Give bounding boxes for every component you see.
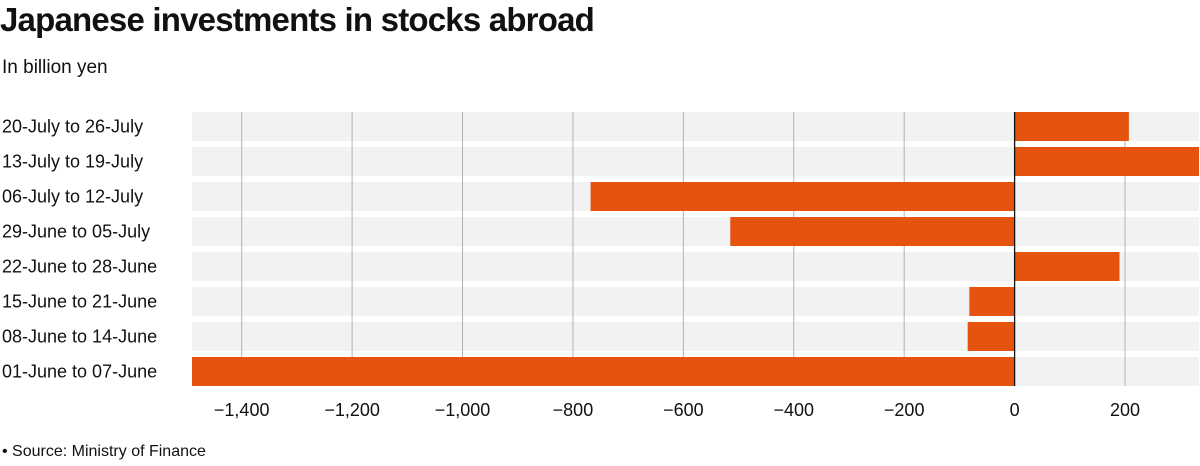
bar bbox=[590, 182, 1015, 211]
category-label: 01-June to 07-June bbox=[2, 362, 157, 382]
bar bbox=[1014, 147, 1199, 176]
bar bbox=[967, 322, 1015, 351]
bar bbox=[730, 217, 1015, 246]
category-label: 06-July to 12-July bbox=[2, 187, 143, 207]
x-tick-label: 0 bbox=[1010, 400, 1020, 420]
x-tick-label: −400 bbox=[773, 400, 814, 420]
x-tick-label: −600 bbox=[663, 400, 704, 420]
category-label: 20-July to 26-July bbox=[2, 117, 143, 137]
bar bbox=[1014, 112, 1129, 141]
bar bbox=[1014, 252, 1120, 281]
bar bbox=[969, 287, 1015, 316]
category-label: 29-June to 05-July bbox=[2, 222, 150, 242]
bar bbox=[192, 357, 1015, 386]
x-tick-label: −800 bbox=[553, 400, 594, 420]
row-band bbox=[192, 287, 1199, 316]
category-label: 15-June to 21-June bbox=[2, 292, 157, 312]
category-label: 22-June to 28-June bbox=[2, 257, 157, 277]
x-tick-label: −200 bbox=[884, 400, 925, 420]
source-note: • Source: Ministry of Finance bbox=[2, 443, 206, 460]
row-band bbox=[192, 217, 1199, 246]
chart-subtitle: In billion yen bbox=[2, 57, 108, 78]
row-band bbox=[192, 322, 1199, 351]
x-tick-label: 200 bbox=[1110, 400, 1140, 420]
x-tick-label: −1,400 bbox=[214, 400, 270, 420]
x-tick-label: −1,000 bbox=[435, 400, 491, 420]
category-label: 08-June to 14-June bbox=[2, 327, 157, 347]
category-label: 13-July to 19-July bbox=[2, 152, 143, 172]
chart-title: Japanese investments in stocks abroad bbox=[0, 1, 595, 38]
x-tick-label: −1,200 bbox=[324, 400, 380, 420]
